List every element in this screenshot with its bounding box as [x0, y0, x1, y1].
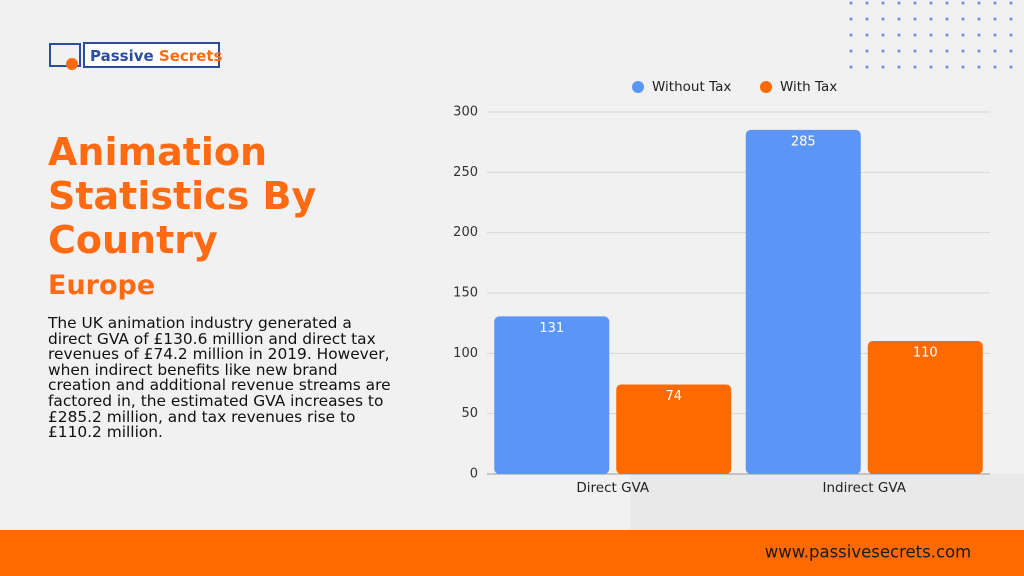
legend-marker [760, 81, 772, 93]
legend-marker [632, 81, 644, 93]
bar [494, 316, 610, 474]
heading: Animation Statistics By Country [48, 130, 317, 262]
value-label: 131 [539, 321, 564, 336]
x-tick-label: Direct GVA [576, 480, 650, 496]
y-tick-label: 250 [453, 165, 478, 180]
subheading: Europe [48, 270, 156, 301]
y-tick-label: 300 [453, 105, 478, 120]
bar [616, 384, 732, 474]
y-tick-label: 150 [453, 286, 478, 301]
logo-word: Secrets [159, 47, 223, 65]
value-label: 110 [913, 346, 938, 361]
y-tick-label: 0 [470, 467, 478, 482]
legend-label: With Tax [780, 79, 837, 95]
logo-text: Passive Secrets [90, 47, 223, 65]
footer-url: www.passivesecrets.com [765, 543, 971, 562]
logo-icon [49, 43, 81, 67]
y-tick-label: 200 [453, 225, 478, 240]
value-label: 74 [665, 389, 682, 404]
logo-word: Passive [90, 47, 154, 65]
legend-label: Without Tax [652, 79, 731, 95]
y-tick-label: 50 [461, 406, 478, 421]
footer-bar [0, 530, 1024, 576]
bar [745, 129, 861, 474]
panel [630, 474, 1024, 530]
dot-pattern [845, 0, 1024, 75]
x-tick-label: Indirect GVA [823, 480, 907, 496]
body-text: The UK animation industry generated a di… [48, 314, 391, 442]
y-tick-label: 100 [453, 346, 478, 361]
logo-gear [66, 58, 78, 70]
logo-box [83, 42, 220, 68]
value-label: 285 [791, 134, 816, 149]
bar [867, 341, 983, 474]
logo: Passive Secrets [49, 42, 223, 70]
